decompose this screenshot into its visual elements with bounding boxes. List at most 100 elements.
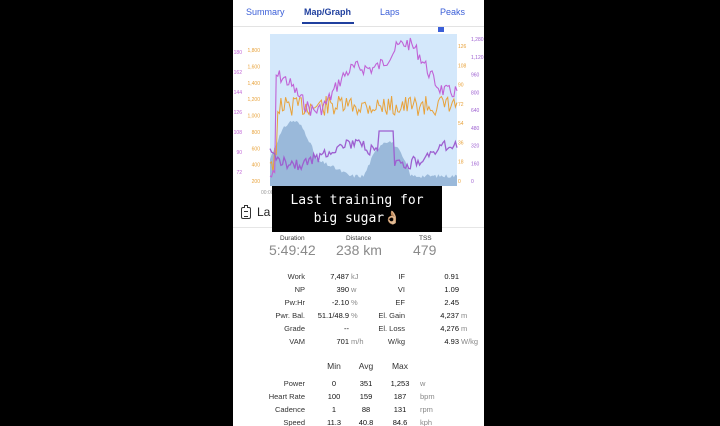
caption-overlay: Last training for big sugar👌🏼 [272, 186, 442, 232]
table-cell-min: 0 [331, 379, 337, 388]
left-axis-power-ticks: 1,800 1,600 1,400 1,200 1,000 800 600 400 200 [247, 48, 260, 185]
axis-tick-label: 1,280 [471, 37, 484, 43]
left-axis-hr-ticks: 180 162 144 126 108 90 72 [234, 50, 243, 176]
table-row-label: Cadence [274, 405, 305, 414]
tab-laps[interactable]: Laps [380, 7, 400, 17]
laps-title: La [257, 205, 271, 219]
axis-tick-label: 800 [471, 90, 480, 96]
table-cell-min: 100 [327, 392, 341, 401]
stat-value: 701 [336, 337, 349, 346]
axis-tick-label: 36 [458, 140, 464, 146]
axis-tick-label: 144 [234, 90, 243, 96]
table-cell-avg: 88 [361, 405, 371, 414]
tab-summary[interactable]: Summary [246, 7, 285, 17]
graph-settings-icon [438, 27, 444, 32]
clipboard-icon [241, 205, 251, 219]
stat-unit: m [461, 324, 468, 333]
stat-value: 4,276 [440, 324, 459, 333]
axis-tick-label: 108 [234, 130, 243, 136]
axis-tick-label: 180 [234, 50, 243, 56]
distance-value: 238 km [336, 242, 382, 258]
axis-tick-label: 72 [236, 170, 242, 176]
axis-tick-label: 108 [458, 63, 467, 69]
table-cell-min: 11.3 [326, 418, 342, 426]
stat-value: -2.10 [331, 298, 349, 307]
table-unit: kph [420, 418, 433, 426]
axis-tick-label: 126 [234, 110, 243, 116]
axis-tick-label: 600 [252, 146, 261, 152]
stat-label: NP [294, 285, 305, 294]
table-cell-avg: 159 [359, 392, 373, 401]
stat-unit: kJ [351, 272, 359, 281]
duration-value: 5:49:42 [269, 242, 316, 258]
axis-tick-label: 320 [471, 144, 480, 150]
axis-tick-label: 72 [458, 102, 464, 108]
axis-tick-label: 200 [252, 179, 261, 185]
table-cell-avg: 40.8 [358, 418, 374, 426]
axis-tick-label: 1,800 [247, 48, 260, 54]
axis-tick-label: 90 [236, 150, 242, 156]
stat-unit: W/kg [461, 337, 479, 346]
table-cell-max: 84.6 [392, 418, 408, 426]
stat-label: El. Loss [378, 324, 405, 333]
tab-map-graph[interactable]: Map/Graph [304, 7, 352, 17]
axis-tick-label: 960 [471, 73, 480, 79]
caption-text: Last training for big sugar👌🏼 [290, 193, 424, 226]
active-tab-indicator [302, 22, 354, 24]
axis-tick-label: 1,200 [247, 97, 260, 103]
table-cell-min: 1 [331, 405, 337, 414]
stat-label: EF [395, 298, 405, 307]
axis-tick-label: 1,400 [247, 81, 260, 87]
table-unit: w [420, 379, 426, 388]
axis-tick-label: 1,000 [247, 114, 260, 120]
table-cell-max: 187 [393, 392, 407, 401]
right-axis-cadence-ticks: 126 108 90 72 54 36 18 0 [458, 44, 467, 185]
stat-unit: m [461, 311, 468, 320]
stat-value: 1.09 [444, 285, 459, 294]
stat-label: Work [287, 272, 305, 281]
axis-tick-label: 162 [234, 70, 243, 76]
axis-tick-label: 0 [471, 179, 474, 185]
stat-label: IF [398, 272, 405, 281]
axis-tick-label: 400 [252, 163, 261, 169]
cadence-line [269, 95, 458, 173]
table-unit: bpm [420, 392, 435, 401]
table-unit: rpm [420, 405, 433, 414]
stat-value: 4.93 [444, 337, 459, 346]
stat-value: 390 [336, 285, 349, 294]
stat-label: El. Gain [378, 311, 405, 320]
power-line [269, 130, 458, 172]
table-header: Max [391, 361, 409, 371]
axis-tick-label: 800 [252, 130, 261, 136]
axis-tick-label: 90 [458, 83, 464, 89]
tss-label: TSS [419, 235, 432, 242]
table-cell-avg: 351 [359, 379, 373, 388]
table-cell-max: 131 [393, 405, 407, 414]
stat-value: -- [344, 324, 349, 333]
stat-label: Grade [284, 324, 305, 333]
stat-value: 51.1/48.9 [317, 311, 349, 320]
axis-tick-label: 18 [458, 160, 464, 166]
heart-rate-line [269, 37, 458, 178]
tss-value: 479 [413, 242, 437, 258]
axis-tick-label: 54 [458, 121, 464, 127]
stat-value: 7,487 [330, 272, 349, 281]
axis-tick-label: 1,600 [247, 64, 260, 70]
stat-label: Pwr. Bal. [275, 311, 305, 320]
elevation-area [270, 120, 457, 186]
axis-tick-label: 160 [471, 161, 480, 167]
axis-tick-label: 126 [458, 44, 467, 50]
stat-unit: w [351, 285, 357, 294]
tab-peaks[interactable]: Peaks [440, 7, 466, 17]
duration-label: Duration [280, 235, 305, 242]
table-row-label: Speed [283, 418, 305, 426]
stat-label: VI [397, 285, 405, 294]
table-cell-max: 1,253 [390, 379, 410, 388]
axis-tick-label: 0 [458, 179, 461, 185]
table-header: Avg [358, 361, 374, 371]
table-header: Min [327, 361, 341, 371]
stat-value: 4,237 [440, 311, 459, 320]
x-tick-label: 00:00 [261, 190, 274, 196]
distance-label: Distance [346, 235, 372, 242]
